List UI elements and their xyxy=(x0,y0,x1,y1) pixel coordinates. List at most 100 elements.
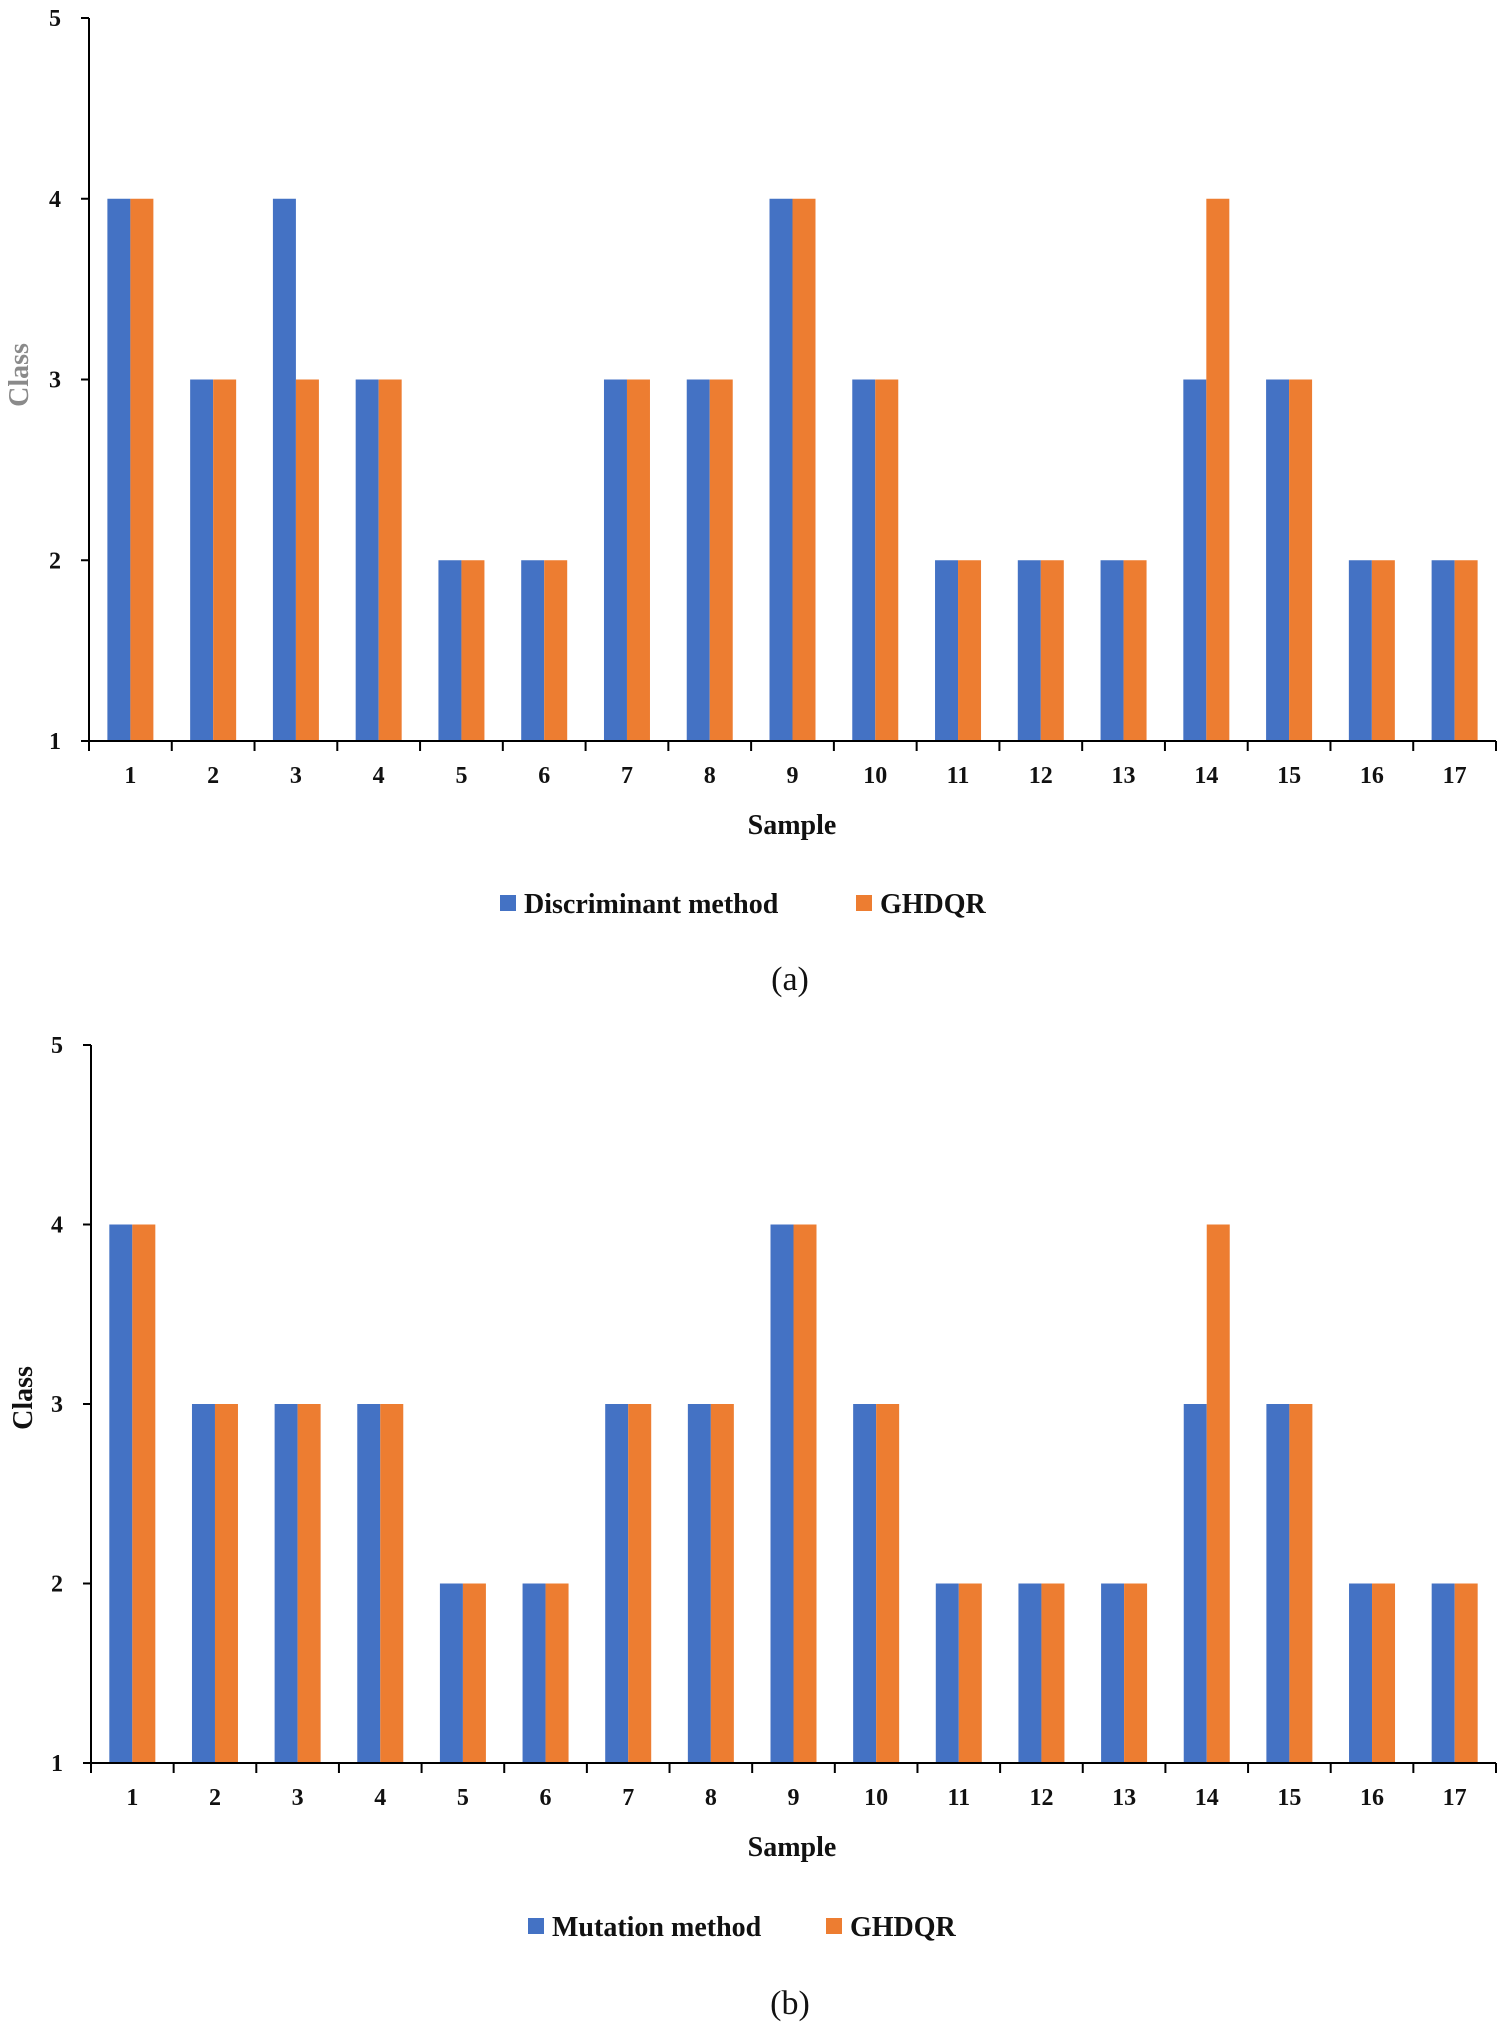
chart-b-legend-label-1: Mutation method xyxy=(552,1912,762,1943)
chart-b-bar-series1-sample-1 xyxy=(109,1224,133,1763)
chart-b-y-tick-label: 5 xyxy=(51,1033,63,1059)
chart-a-y-label: Class xyxy=(4,343,35,407)
chart-a-x-tick-label: 6 xyxy=(538,763,550,789)
chart-b-bar-series1-sample-9 xyxy=(770,1224,794,1763)
chart-a-bar-series1-sample-17 xyxy=(1431,560,1455,741)
chart-a-bar-series1-sample-7 xyxy=(603,379,627,741)
chart-a-x-label: Sample xyxy=(748,810,837,841)
chart-a-legend-swatch-2 xyxy=(856,895,872,911)
chart-a-bar-series1-sample-9 xyxy=(769,198,793,741)
chart-a-y-tick-label: 5 xyxy=(49,6,61,32)
chart-b-y-tick-label: 4 xyxy=(51,1213,63,1239)
chart-a-bar-series1-sample-15 xyxy=(1266,379,1290,741)
chart-a-y-ticks: 1 2 3 4 5 xyxy=(49,6,89,755)
chart-b-y-tick-label: 2 xyxy=(51,1572,63,1598)
chart-b-x-tick-label: 4 xyxy=(374,1785,386,1811)
chart-a-bar-series1-sample-16 xyxy=(1348,560,1372,741)
chart-a-x-ticks: 1 2 3 4 5 6 7 8 9 10 11 12 13 14 15 16 17 xyxy=(88,741,1497,789)
chart-b-bar-series2-sample-15 xyxy=(1289,1404,1313,1763)
chart-a-bar-series2-sample-10 xyxy=(875,379,899,741)
chart-a-bar-series2-sample-2 xyxy=(213,379,237,741)
chart-a-bar-series2-sample-5 xyxy=(461,560,485,741)
chart-a-x-tick-label: 14 xyxy=(1194,763,1218,789)
chart-b-x-tick-label: 11 xyxy=(947,1785,970,1811)
chart-a-bar-series2-sample-9 xyxy=(792,198,816,741)
chart-b-y-tick-label: 3 xyxy=(51,1392,63,1418)
chart-a-x-tick-label: 12 xyxy=(1029,763,1053,789)
chart-b-bar-series1-sample-14 xyxy=(1183,1404,1207,1763)
chart-a-y-tick-label: 4 xyxy=(49,187,61,213)
chart-b-bar-series1-sample-12 xyxy=(1018,1583,1042,1763)
chart-a-bar-series1-sample-11 xyxy=(935,560,959,741)
chart-b-legend: Mutation method GHDQR xyxy=(528,1912,957,1943)
chart-b-x-tick-label: 12 xyxy=(1029,1785,1053,1811)
chart-b-bar-series2-sample-6 xyxy=(545,1583,569,1763)
chart-a-bar-series1-sample-3 xyxy=(272,198,296,741)
chart-b-x-tick-label: 16 xyxy=(1360,1785,1384,1811)
chart-a-bar-series2-sample-16 xyxy=(1371,560,1395,741)
chart-a-bar-series1-sample-1 xyxy=(107,198,131,741)
chart-a-bar-series2-sample-8 xyxy=(709,379,733,741)
chart-a-bar-series1-sample-6 xyxy=(521,560,545,741)
chart-a-bar-series2-sample-14 xyxy=(1206,198,1230,741)
chart-b-bar-series1-sample-15 xyxy=(1266,1404,1290,1763)
chart-a-bar-series1-sample-4 xyxy=(355,379,379,741)
chart-b-x-label: Sample xyxy=(748,1832,837,1863)
chart-a-bar-series1-sample-12 xyxy=(1017,560,1041,741)
chart-b-x-tick-label: 8 xyxy=(705,1785,717,1811)
chart-b-x-tick-label: 5 xyxy=(457,1785,469,1811)
chart-a-bar-series2-sample-13 xyxy=(1123,560,1147,741)
chart-b-x-tick-label: 15 xyxy=(1277,1785,1301,1811)
chart-a-bar-series2-sample-4 xyxy=(378,379,402,741)
chart-b-legend-swatch-2 xyxy=(826,1918,842,1934)
chart-b-x-tick-label: 10 xyxy=(864,1785,888,1811)
chart-a-x-tick-label: 5 xyxy=(455,763,467,789)
chart-b-x-tick-label: 1 xyxy=(126,1785,138,1811)
chart-a-bar-series2-sample-12 xyxy=(1040,560,1064,741)
chart-b-legend-label-2: GHDQR xyxy=(850,1912,957,1943)
chart-b-bars xyxy=(109,1224,1478,1763)
chart-b-y-ticks: 1 2 3 4 5 xyxy=(51,1033,91,1777)
chart-b-bar-series1-sample-13 xyxy=(1101,1583,1125,1763)
chart-a-bar-series2-sample-17 xyxy=(1454,560,1478,741)
chart-b-bar-series2-sample-13 xyxy=(1124,1583,1148,1763)
chart-a-bar-series1-sample-10 xyxy=(852,379,876,741)
chart-b-bar-series1-sample-7 xyxy=(605,1404,629,1763)
chart-b-bar-series1-sample-8 xyxy=(687,1404,711,1763)
chart-b-bar-series1-sample-2 xyxy=(191,1404,215,1763)
chart-a-x-tick-label: 3 xyxy=(290,763,302,789)
chart-b-bar-series1-sample-16 xyxy=(1349,1583,1373,1763)
chart-b-bar-series2-sample-11 xyxy=(958,1583,982,1763)
chart-a-x-tick-label: 1 xyxy=(124,763,136,789)
chart-b-y-tick-label: 1 xyxy=(51,1751,63,1777)
chart-a-bars xyxy=(107,198,1478,741)
chart-a-bar-series1-sample-5 xyxy=(438,560,462,741)
chart-b-y-label: Class xyxy=(8,1366,39,1430)
chart-a-bar-series2-sample-3 xyxy=(295,379,319,741)
chart-b-x-tick-label: 9 xyxy=(788,1785,800,1811)
chart-b-bar-series2-sample-5 xyxy=(462,1583,486,1763)
chart-b-bar-series1-sample-4 xyxy=(357,1404,381,1763)
chart-b-x-tick-label: 13 xyxy=(1112,1785,1136,1811)
chart-a-legend: Discriminant method GHDQR xyxy=(500,889,987,920)
chart-b-bar-series2-sample-12 xyxy=(1041,1583,1065,1763)
chart-a-caption: (a) xyxy=(771,961,809,998)
chart-b-bar-series2-sample-17 xyxy=(1454,1583,1478,1763)
chart-b-legend-swatch-1 xyxy=(528,1918,544,1934)
chart-b-bar-series1-sample-5 xyxy=(439,1583,463,1763)
chart-b-bar-series2-sample-4 xyxy=(380,1404,404,1763)
chart-a-bar-series1-sample-2 xyxy=(190,379,214,741)
chart-a-legend-label-1: Discriminant method xyxy=(524,889,779,920)
chart-b-x-tick-label: 17 xyxy=(1443,1785,1467,1811)
chart-a-x-tick-label: 13 xyxy=(1112,763,1136,789)
chart-a-x-tick-label: 15 xyxy=(1277,763,1301,789)
chart-b-bar-series1-sample-6 xyxy=(522,1583,546,1763)
chart-b-bar-series2-sample-1 xyxy=(132,1224,156,1763)
chart-a-x-tick-label: 7 xyxy=(621,763,633,789)
chart-a-bar-series2-sample-7 xyxy=(626,379,650,741)
chart-b-bar-series2-sample-7 xyxy=(628,1404,652,1763)
chart-a-bar-series2-sample-11 xyxy=(958,560,982,741)
